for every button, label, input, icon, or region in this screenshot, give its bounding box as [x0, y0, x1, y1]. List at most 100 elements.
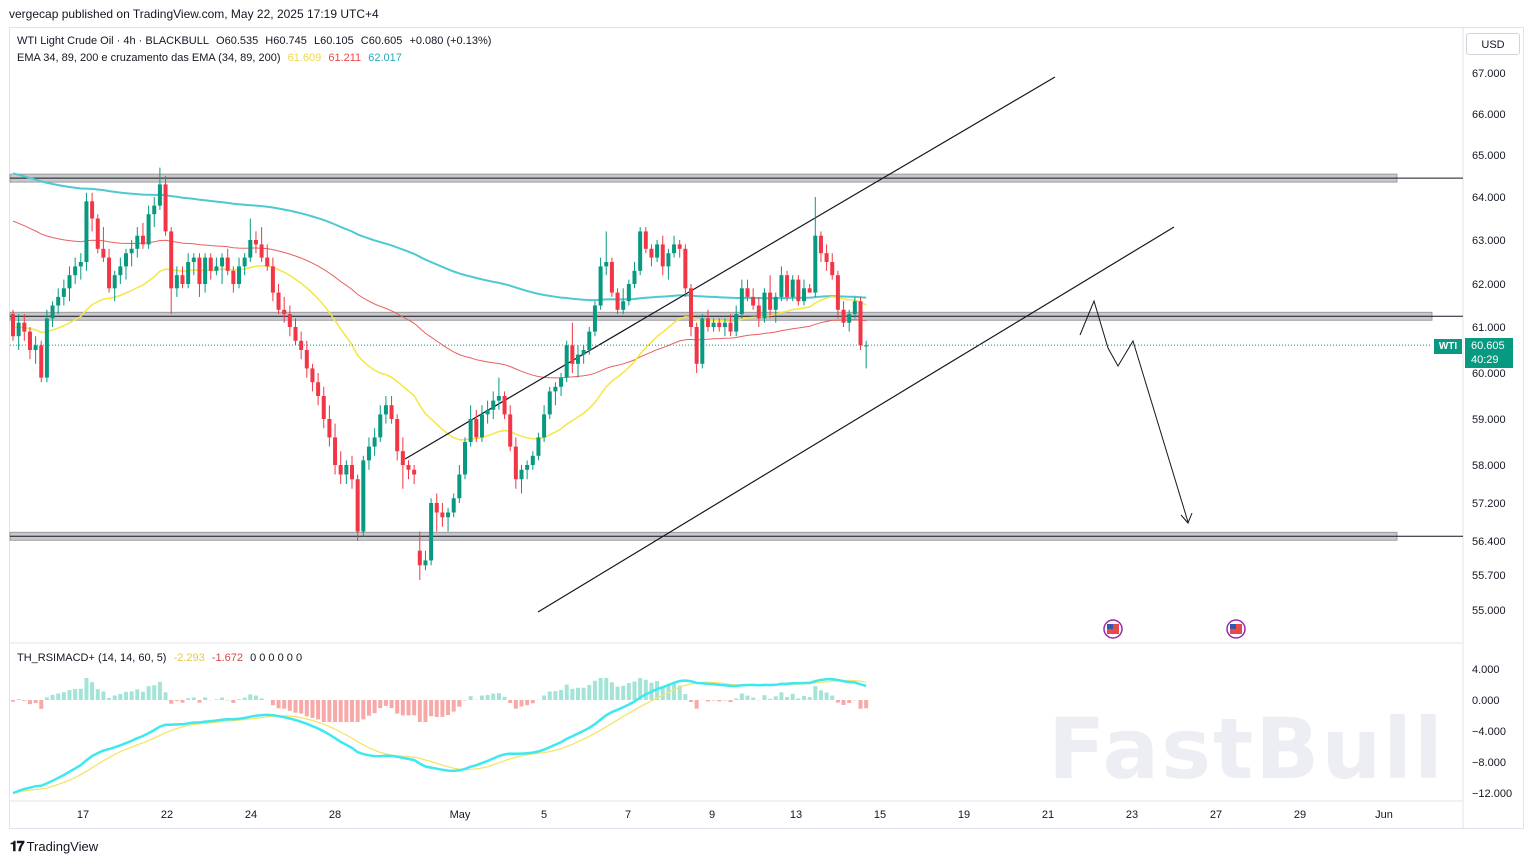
candle-body — [530, 455, 535, 465]
candle-body — [248, 240, 253, 258]
time-tick-label: 29 — [1294, 809, 1306, 821]
osc-histogram-bar — [694, 700, 699, 709]
candle-body — [604, 262, 609, 267]
osc-histogram-bar — [621, 685, 626, 700]
candle-body — [474, 419, 479, 438]
price-tick-label: 55.700 — [1472, 570, 1506, 582]
candle-body — [638, 231, 643, 271]
osc-histogram-bar — [609, 682, 614, 700]
osc-histogram-bar — [27, 700, 32, 705]
candle-body — [169, 231, 174, 289]
candle-body — [33, 345, 38, 350]
osc-zeros: 0 0 0 0 0 0 — [250, 652, 303, 664]
flag-us-icon — [1230, 624, 1236, 629]
osc-histogram-bar — [734, 698, 739, 700]
candle-body — [830, 262, 835, 276]
osc-histogram-bar — [333, 700, 338, 722]
candle-body — [333, 437, 338, 465]
candle-body — [542, 414, 547, 438]
osc-histogram-bar — [502, 696, 507, 700]
candle-body — [270, 266, 275, 293]
osc-histogram-bar — [632, 681, 637, 700]
osc-histogram-bar — [672, 683, 677, 700]
candle-body — [434, 503, 439, 513]
candle-body — [372, 437, 377, 447]
candle-body — [27, 331, 32, 350]
candle-body — [366, 446, 371, 461]
candle-body — [350, 465, 354, 480]
osc-histogram-bar — [626, 683, 631, 700]
time-tick-label: 5 — [541, 809, 547, 821]
osc-histogram-bar — [553, 691, 558, 700]
osc-histogram-bar — [33, 700, 38, 704]
osc-histogram-bar — [73, 688, 78, 700]
osc-histogram-bar — [496, 693, 501, 700]
osc-histogram-bar — [299, 700, 304, 714]
candle-body — [649, 248, 654, 258]
osc-histogram-bar — [417, 700, 422, 722]
symbol-title: WTI Light Crude Oil · 4h · BLACKBULL — [17, 35, 209, 47]
osc-main-line — [12, 677, 867, 795]
price-tick-label: 67.000 — [1472, 68, 1506, 80]
osc-tick-label: −8.000 — [1472, 757, 1506, 769]
publisher-line: vergecap published on TradingView.com, M… — [9, 7, 379, 21]
candle-body — [395, 419, 400, 452]
osc-histogram-bar — [50, 694, 55, 700]
candle-body — [287, 314, 292, 327]
tradingview-logo-icon: 𝟏𝟕 — [10, 838, 25, 854]
candle-body — [677, 244, 682, 249]
price-tick-label: 65.000 — [1472, 150, 1506, 162]
osc-histogram-bar — [395, 700, 400, 714]
candle-body — [779, 275, 784, 297]
osc-histogram-bar — [169, 700, 174, 704]
candle-body — [140, 235, 145, 245]
price-tick-label: 64.000 — [1472, 192, 1506, 204]
candle-body — [208, 257, 213, 271]
time-tick-label: 15 — [874, 809, 886, 821]
candle-body — [174, 275, 179, 289]
currency-button[interactable]: USD — [1466, 33, 1520, 55]
symbol-legend: WTI Light Crude Oil · 4h · BLACKBULL O60… — [17, 35, 495, 47]
osc-histogram-bar — [773, 696, 778, 700]
candle-body — [107, 257, 112, 289]
osc-histogram-bar — [378, 700, 383, 709]
osc-histogram-bar — [751, 697, 756, 700]
candle-body — [762, 292, 767, 319]
time-tick-label: 28 — [329, 809, 341, 821]
osc-histogram-bar — [282, 700, 287, 709]
osc-histogram-bar — [338, 700, 343, 722]
tradingview-footer[interactable]: 𝟏𝟕 TradingView — [10, 838, 98, 855]
osc-histogram-bar — [152, 685, 157, 700]
candle-body — [615, 292, 620, 310]
price-tick-label: 56.400 — [1472, 536, 1506, 548]
osc-histogram-bar — [355, 700, 360, 722]
candle-body — [689, 288, 693, 327]
osc-histogram-bar — [220, 697, 225, 700]
osc-histogram-bar — [643, 679, 648, 700]
ema200-value: 62.017 — [368, 52, 402, 64]
candle-body — [214, 266, 219, 271]
candle-body — [751, 296, 756, 306]
candle-body — [446, 512, 451, 518]
price-tick-label: 59.000 — [1472, 414, 1506, 426]
osc-histogram-bar — [847, 700, 852, 703]
projection-path — [1079, 299, 1189, 523]
osc-histogram-bar — [16, 699, 21, 700]
osc-histogram-bar — [101, 691, 106, 700]
bar-countdown: 40:29 — [1471, 354, 1499, 366]
high-value: H60.745 — [265, 35, 307, 47]
osc-histogram-bar — [592, 680, 597, 700]
osc-histogram-bar — [830, 695, 835, 700]
change-value: +0.080 (+0.13%) — [409, 35, 492, 47]
osc-histogram-bar — [434, 700, 439, 717]
time-tick-label: 27 — [1210, 809, 1222, 821]
ema89-line — [12, 220, 867, 379]
chart-frame[interactable] — [9, 27, 1524, 829]
osc-histogram-bar — [858, 700, 863, 709]
candle-body — [728, 322, 733, 332]
osc-histogram-bar — [180, 700, 185, 703]
time-tick-label: 23 — [1126, 809, 1138, 821]
candle-body — [378, 414, 383, 438]
osc-histogram-bar — [316, 700, 321, 720]
